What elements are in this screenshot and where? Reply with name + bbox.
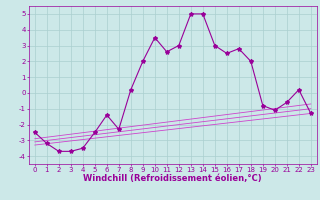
- X-axis label: Windchill (Refroidissement éolien,°C): Windchill (Refroidissement éolien,°C): [84, 174, 262, 183]
